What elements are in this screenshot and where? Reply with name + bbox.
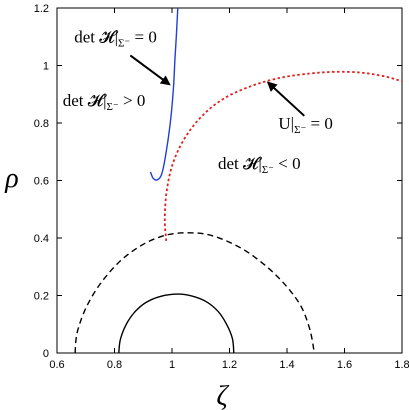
series-3-line — [163, 70, 403, 241]
x-tick-label: 1 — [169, 359, 175, 371]
y-tick-label: 0 — [43, 348, 49, 360]
axis-ticks: 0.6 0.8 1 1.2 1.4 1.6 1.8 0 0.2 0.4 0.6 0.8 1 1.2 — [34, 3, 409, 371]
series-0-line — [118, 293, 235, 354]
y-tick-label: 0.8 — [34, 118, 49, 130]
x-tick-label: 1.2 — [222, 359, 237, 371]
plot-frame — [56, 7, 403, 354]
y-tick-label: 0.2 — [34, 291, 49, 303]
x-tick-label: 0.8 — [107, 359, 122, 371]
series-2-line — [149, 7, 179, 181]
annotation-1: det 𝓗|Σ⁻ > 0 — [63, 91, 146, 113]
curves — [74, 7, 403, 354]
y-tick-label: 0.4 — [34, 233, 49, 245]
x-tick-label: 1.8 — [394, 359, 409, 371]
y-tick-label: 1 — [43, 61, 49, 73]
arrows — [129, 54, 305, 117]
annotations: det 𝓗|Σ⁻ = 0 det 𝓗|Σ⁻ > 0 U|Σ⁻ = 0 det 𝓗|Σ⁻… — [63, 28, 333, 177]
x-axis-label: ζ — [216, 381, 229, 410]
annotation-arrow-0 — [129, 54, 171, 86]
y-axis-label: ρ — [4, 163, 18, 194]
x-tick-label: 0.6 — [49, 359, 64, 371]
annotation-3: det 𝓗|Σ⁻ < 0 — [218, 154, 301, 176]
y-tick-label: 1.2 — [34, 3, 49, 15]
x-tick-label: 1.6 — [337, 359, 352, 371]
x-tick-label: 1.4 — [279, 359, 294, 371]
annotation-arrow-1 — [266, 81, 305, 117]
annotation-0: det 𝓗|Σ⁻ = 0 — [74, 28, 157, 50]
series-1-line — [74, 232, 315, 354]
y-tick-label: 0.6 — [34, 176, 49, 188]
annotation-2: U|Σ⁻ = 0 — [278, 114, 333, 136]
